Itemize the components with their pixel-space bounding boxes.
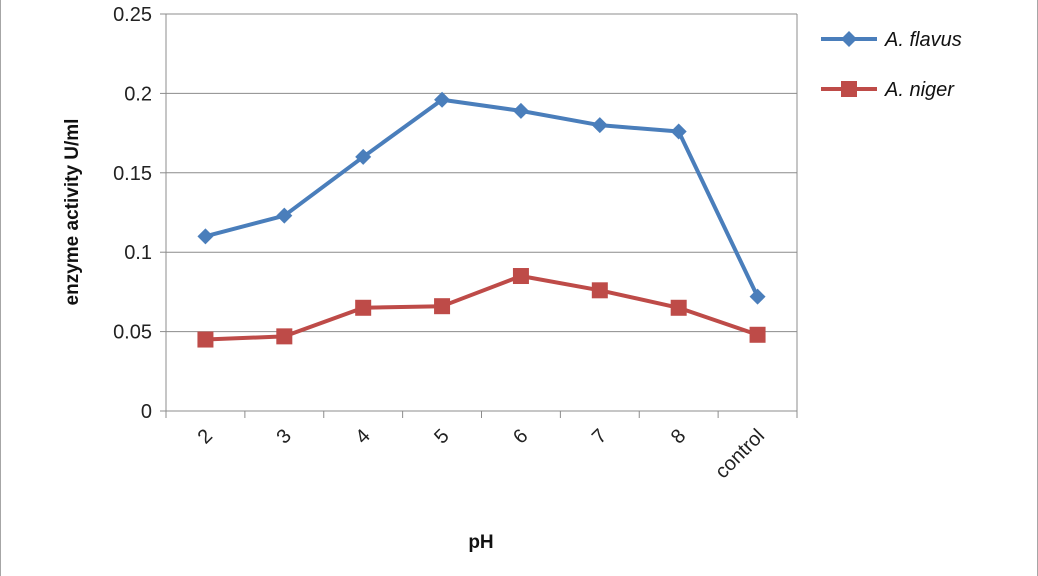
series-line	[205, 274, 759, 342]
x-tick-label: 3	[272, 425, 295, 448]
axes	[160, 13, 798, 418]
y-tick-label: 0.2	[124, 83, 152, 105]
data-point	[355, 299, 372, 316]
data-point	[670, 123, 687, 140]
legend-item: A. flavus	[821, 29, 962, 51]
gridlines	[166, 13, 797, 333]
y-tick-label: 0.15	[113, 163, 152, 185]
legend-marker	[841, 31, 857, 47]
y-tick-label: 0.05	[113, 322, 152, 344]
data-point	[591, 282, 608, 299]
data-point	[197, 331, 214, 348]
legend-item: A. niger	[821, 79, 955, 101]
series-2	[197, 268, 766, 348]
x-tick-label: 8	[667, 425, 690, 448]
data-point	[434, 91, 451, 108]
data-point	[434, 298, 451, 315]
data-point	[276, 328, 293, 345]
x-tick-label: 5	[430, 425, 453, 448]
x-tick-label: 6	[509, 425, 532, 448]
legend: A. flavus A. niger	[821, 29, 962, 101]
y-axis-title: enzyme activity U/ml	[62, 119, 83, 306]
data-point	[512, 268, 529, 285]
x-axis-title: pH	[468, 532, 493, 553]
series	[197, 91, 766, 348]
y-tick-labels: 0 0.05 0.1 0.15 0.2 0.25	[113, 4, 152, 423]
data-point	[276, 207, 293, 224]
data-point	[749, 288, 766, 305]
data-point	[355, 148, 372, 165]
y-tick-label: 0.25	[113, 4, 152, 26]
legend-marker	[841, 81, 857, 97]
series-1	[197, 91, 766, 305]
data-point	[197, 228, 214, 245]
legend-label: A. flavus	[884, 29, 962, 51]
x-tick-label: 4	[351, 425, 374, 448]
x-tick-labels: 2 3 4 5 6 7 8 control	[194, 425, 770, 483]
x-tick-label: control	[711, 425, 769, 483]
series-line	[204, 97, 760, 298]
data-point	[591, 117, 608, 134]
data-point	[749, 326, 766, 343]
data-point	[670, 299, 687, 316]
x-tick-label: 7	[588, 425, 611, 448]
y-tick-label: 0	[141, 401, 152, 423]
legend-label: A. niger	[884, 79, 955, 101]
y-tick-label: 0.1	[124, 242, 152, 264]
x-tick-label: 2	[194, 425, 217, 448]
data-point	[512, 102, 529, 119]
